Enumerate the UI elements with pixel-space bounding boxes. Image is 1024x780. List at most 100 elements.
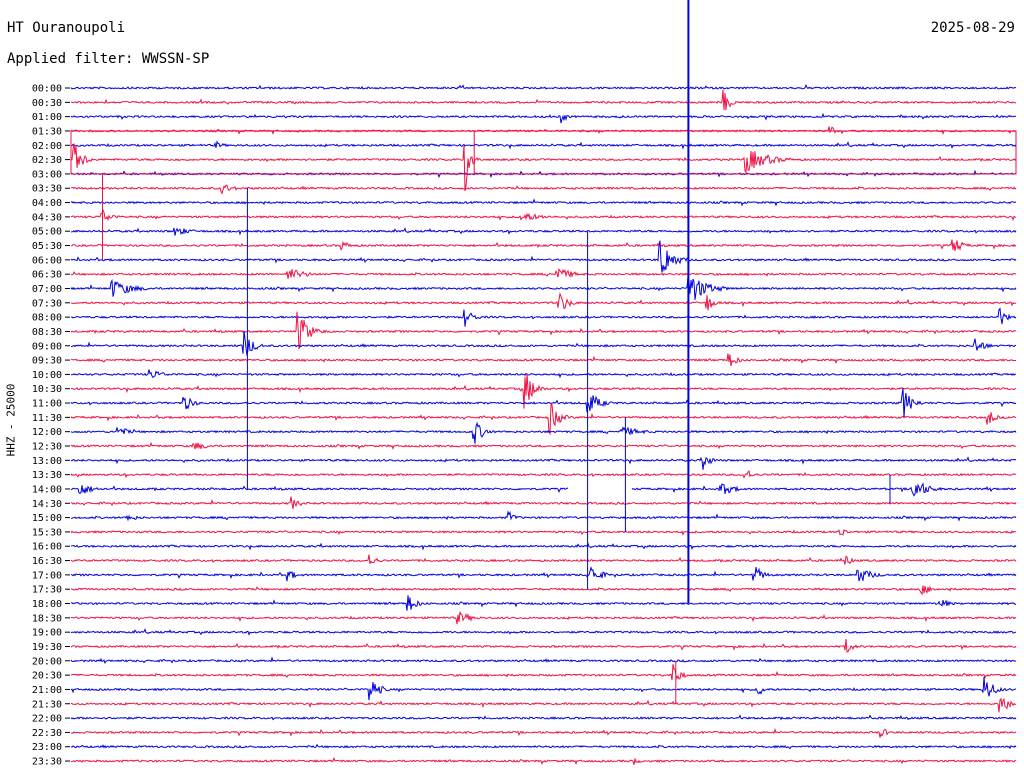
time-tick-label: 16:30 (32, 556, 62, 567)
time-tick-label: 23:00 (32, 742, 62, 753)
trace-row-1100 (70, 387, 1017, 419)
time-tick-label: 04:30 (32, 212, 62, 223)
time-tick-label: 20:30 (32, 671, 62, 682)
trace-row-0600 (70, 240, 1017, 273)
trace-row-0500 (71, 227, 1017, 236)
time-tick-label: 15:30 (32, 527, 62, 538)
time-tick-label: 19:30 (32, 642, 62, 653)
time-tick-label: 16:00 (32, 542, 62, 553)
trace-row-2030 (70, 664, 1017, 681)
trace-row-1130 (70, 402, 1017, 436)
trace-row-1700 (70, 565, 1017, 582)
date-label: 2025-08-29 (930, 20, 1015, 36)
trace-row-1830 (70, 611, 1017, 625)
trace-row-0930 (70, 353, 1016, 366)
trace-overflow-box (70, 130, 1017, 175)
trace-row-1900 (70, 628, 1016, 636)
time-tick-label: 11:00 (32, 399, 62, 410)
trace-row-1300 (70, 456, 1017, 470)
time-tick-label: 12:30 (32, 442, 62, 453)
time-tick-label: 09:30 (32, 356, 62, 367)
time-tick-label: 03:30 (32, 184, 62, 195)
time-tick-label: 23:30 (32, 757, 62, 768)
time-tick-label: 10:30 (32, 384, 62, 395)
trace-row-0130 (70, 126, 1017, 135)
trace-row-1400 (70, 482, 1017, 497)
trace-row-1530 (70, 528, 1017, 536)
time-tick-label: 06:00 (32, 255, 62, 266)
trace-row-2130 (71, 697, 1017, 713)
time-tick-label: 00:30 (32, 98, 62, 109)
trace-row-1430 (70, 496, 1017, 509)
time-tick-label: 07:00 (32, 284, 62, 295)
time-tick-label: 02:30 (32, 155, 62, 166)
trace-row-0530 (71, 239, 1017, 252)
trace-row-1330 (70, 470, 1017, 479)
trace-row-0100 (70, 112, 1017, 124)
time-tick-label: 14:00 (32, 484, 62, 495)
time-tick-label: 03:00 (32, 169, 62, 180)
time-tick-label: 13:30 (32, 470, 62, 481)
time-tick-label: 22:00 (32, 714, 62, 725)
trace-row-2000 (70, 656, 1017, 665)
trace-row-0000 (70, 83, 1017, 90)
trace-row-2230 (70, 727, 1017, 738)
time-tick-label: 18:30 (32, 613, 62, 624)
trace-row-0630 (70, 267, 1017, 279)
trace-row-1000 (70, 369, 1017, 379)
time-tick-label: 01:00 (32, 112, 62, 123)
trace-row-0830 (70, 311, 1017, 350)
time-tick-label: 10:00 (32, 370, 62, 381)
time-tick-label: 12:00 (32, 427, 62, 438)
trace-row-1200 (70, 421, 1017, 444)
trace-row-2200 (70, 714, 1017, 721)
time-tick-label: 21:00 (32, 685, 62, 696)
trace-row-1600 (70, 542, 1017, 551)
time-tick-label: 19:00 (32, 628, 62, 639)
time-tick-label: 14:30 (32, 499, 62, 510)
trace-row-1730 (70, 585, 1017, 596)
filter-label: Applied filter: WWSSN-SP (7, 51, 210, 67)
time-tick-label: 05:30 (32, 241, 62, 252)
time-tick-label: 07:30 (32, 298, 62, 309)
time-tick-label: 22:30 (32, 728, 62, 739)
time-tick-label: 08:00 (32, 313, 62, 324)
time-tick-label: 09:00 (32, 341, 62, 352)
trace-group (70, 83, 1017, 766)
trace-row-0230 (70, 143, 1017, 192)
trace-row-0430 (70, 208, 1017, 222)
time-tick-label: 05:00 (32, 227, 62, 238)
time-tick-label: 18:00 (32, 599, 62, 610)
time-tick-label: 00:00 (32, 84, 62, 95)
trace-row-0900 (70, 330, 1017, 356)
trace-row-1630 (70, 554, 1017, 565)
trace-row-0030 (70, 89, 1017, 111)
trace-row-1030 (70, 373, 1017, 409)
trace-row-0200 (70, 140, 1017, 150)
time-tick-label: 11:30 (32, 413, 62, 424)
station-title: HT Ouranoupoli (7, 20, 126, 36)
time-tick-label: 20:00 (32, 656, 62, 667)
time-tick-group: 00:00 00:30 01:00 01:30 02:00 02:30 03:00 03:30… (32, 84, 70, 768)
trace-row-1500 (70, 510, 1017, 522)
time-tick-label: 01:30 (32, 126, 62, 137)
trace-row-0730 (70, 292, 1017, 311)
trace-row-2300 (70, 743, 1017, 750)
overlay-group (70, 0, 1017, 704)
trace-row-1800 (70, 595, 1017, 611)
time-tick-label: 13:00 (32, 456, 62, 467)
trace-row-0700 (70, 276, 1017, 300)
time-tick-label: 15:00 (32, 513, 62, 524)
trace-row-1230 (70, 441, 1017, 450)
time-tick-label: 21:30 (32, 699, 62, 710)
trace-row-1930 (70, 639, 1017, 653)
trace-row-2330 (70, 756, 1017, 766)
time-tick-label: 17:30 (32, 585, 62, 596)
time-tick-label: 17:00 (32, 570, 62, 581)
trace-row-0400 (70, 198, 1017, 207)
trace-row-0330 (70, 184, 1017, 195)
time-tick-label: 06:30 (32, 270, 62, 281)
time-tick-label: 08:30 (32, 327, 62, 338)
time-tick-label: 02:00 (32, 141, 62, 152)
